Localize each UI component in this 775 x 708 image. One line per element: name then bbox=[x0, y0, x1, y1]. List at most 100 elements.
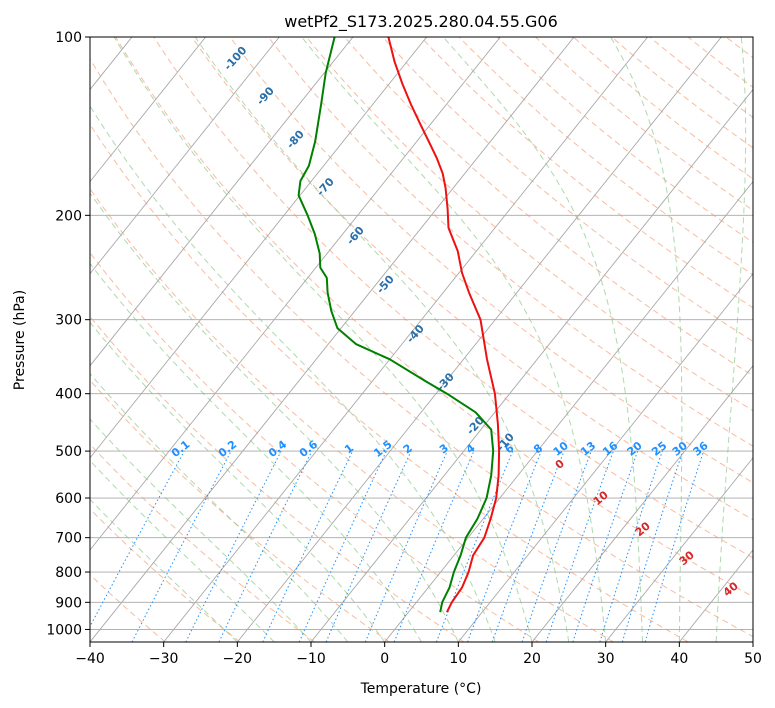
mixing-ratio-label: 30 bbox=[670, 439, 690, 459]
dry-adiabat bbox=[90, 379, 390, 642]
y-axis-ticks: 100 200 300 400 500 600 700 800 900 1000 bbox=[46, 30, 90, 638]
y-tick-label: 300 bbox=[55, 313, 82, 329]
mixing-ratio-label: 1 bbox=[342, 441, 356, 456]
dry-adiabat bbox=[90, 123, 689, 642]
isotherm bbox=[605, 457, 753, 642]
x-tick-label: 10 bbox=[449, 651, 467, 667]
moist-adiabat-label: 40 bbox=[721, 579, 741, 599]
dry-adiabat bbox=[90, 252, 540, 642]
mixing-ratio-label: 0.4 bbox=[266, 438, 290, 460]
dry-adiabat-label: -90 bbox=[254, 84, 277, 108]
mixing-ratio-label: 0.2 bbox=[216, 438, 239, 460]
temperature-line bbox=[387, 37, 501, 613]
mixing-ratio-label: 25 bbox=[649, 439, 669, 459]
mixing-ratio-line bbox=[545, 450, 614, 642]
mixing-ratio-line bbox=[262, 450, 353, 642]
mixing-ratio-line bbox=[325, 450, 412, 642]
moist-adiabat bbox=[90, 498, 238, 642]
dry-adiabat bbox=[306, 37, 753, 412]
x-tick-label: −20 bbox=[223, 651, 253, 667]
dry-adiabat-label: -40 bbox=[404, 322, 427, 346]
moist-adiabat-label: 20 bbox=[633, 519, 653, 539]
y-tick-label: 200 bbox=[55, 208, 82, 224]
isotherm bbox=[236, 37, 722, 642]
dry-adiabat bbox=[90, 573, 166, 642]
sounding-profiles bbox=[297, 37, 501, 613]
mixing-ratio-line bbox=[599, 450, 663, 642]
y-tick-label: 500 bbox=[55, 444, 82, 460]
dry-adiabat bbox=[153, 37, 753, 559]
dry-adiabat bbox=[191, 37, 753, 521]
moist-adiabat bbox=[90, 459, 275, 642]
background-lines bbox=[90, 37, 775, 642]
mixing-ratio-label: 16 bbox=[600, 439, 620, 459]
moist-adiabat bbox=[90, 418, 312, 642]
isotherm bbox=[90, 37, 501, 551]
dry-adiabat bbox=[573, 37, 753, 180]
dry-adiabat-label: -70 bbox=[314, 175, 337, 199]
mixing-ratio-label: 1.5 bbox=[371, 438, 394, 460]
mixing-ratio-label: 13 bbox=[578, 439, 598, 459]
x-axis-label: Temperature (°C) bbox=[360, 681, 482, 697]
mixing-ratio-line bbox=[218, 450, 313, 642]
x-tick-label: −40 bbox=[75, 651, 105, 667]
mixing-ratio-line bbox=[621, 450, 684, 642]
dry-adiabat bbox=[382, 37, 753, 343]
isotherm bbox=[163, 37, 649, 642]
isotherm bbox=[90, 37, 428, 459]
mixing-ratio-line bbox=[491, 450, 565, 642]
dry-adiabat bbox=[90, 315, 465, 642]
moist-adiabat bbox=[90, 321, 386, 642]
isotherm bbox=[457, 272, 753, 642]
dry-adiabat bbox=[535, 37, 753, 211]
dry-adiabat bbox=[649, 37, 753, 119]
x-tick-label: 50 bbox=[744, 651, 762, 667]
isotherm bbox=[752, 641, 753, 642]
mixing-ratio-line bbox=[435, 450, 514, 642]
mixing-ratio-line bbox=[185, 450, 282, 642]
dry-adiabat bbox=[90, 508, 241, 642]
x-axis-ticks: −40 −30 −20 −10 0 10 20 30 40 50 bbox=[75, 642, 762, 667]
moist-adiabat-label: 0 bbox=[553, 457, 567, 472]
x-tick-label: 0 bbox=[380, 651, 389, 667]
mixing-ratio-line bbox=[467, 450, 542, 642]
dry-adiabat bbox=[687, 37, 753, 88]
x-tick-label: 20 bbox=[523, 651, 541, 667]
dry-adiabat bbox=[458, 37, 753, 276]
dry-adiabat bbox=[90, 188, 614, 642]
mixing-ratio-line bbox=[90, 450, 185, 628]
dewpoint-line bbox=[297, 37, 495, 613]
dry-adiabat bbox=[344, 37, 753, 377]
isotherm bbox=[384, 180, 753, 642]
isotherm bbox=[90, 37, 575, 642]
isotherm bbox=[90, 37, 207, 183]
y-tick-label: 600 bbox=[55, 491, 82, 507]
isotherm bbox=[678, 549, 753, 642]
chart-title: wetPf2_S173.2025.280.04.55.G06 bbox=[284, 12, 558, 32]
moist-adiabat bbox=[90, 372, 349, 642]
y-axis-label: Pressure (hPa) bbox=[12, 290, 28, 390]
plot-frame bbox=[89, 36, 754, 643]
y-tick-label: 1000 bbox=[46, 622, 82, 638]
dry-adiabat bbox=[764, 37, 775, 642]
dry-adiabat bbox=[229, 37, 753, 484]
dry-adiabat-label: -20 bbox=[464, 414, 487, 438]
dry-adiabat bbox=[90, 443, 315, 642]
dry-adiabat-label: -50 bbox=[374, 273, 397, 297]
isotherm bbox=[310, 88, 753, 642]
dry-adiabat-label: -80 bbox=[284, 128, 307, 152]
x-tick-label: −30 bbox=[149, 651, 179, 667]
isotherm bbox=[531, 365, 753, 642]
mixing-ratio-line bbox=[521, 450, 592, 642]
mixing-ratio-line bbox=[364, 450, 448, 642]
moist-adiabat bbox=[90, 192, 459, 642]
moist-adiabat bbox=[301, 37, 607, 642]
moist-adiabat bbox=[194, 37, 570, 642]
y-tick-label: 400 bbox=[55, 387, 82, 403]
moist-adiabat bbox=[90, 105, 496, 642]
line-labels: 0.1 0.2 0.4 0.6 1 1.5 2 3 4 6 8 10 13 16 20 25 30 36-100-… bbox=[169, 44, 741, 600]
y-tick-label: 800 bbox=[55, 565, 82, 581]
moist-adiabat bbox=[715, 37, 747, 642]
y-tick-label: 900 bbox=[55, 595, 82, 611]
